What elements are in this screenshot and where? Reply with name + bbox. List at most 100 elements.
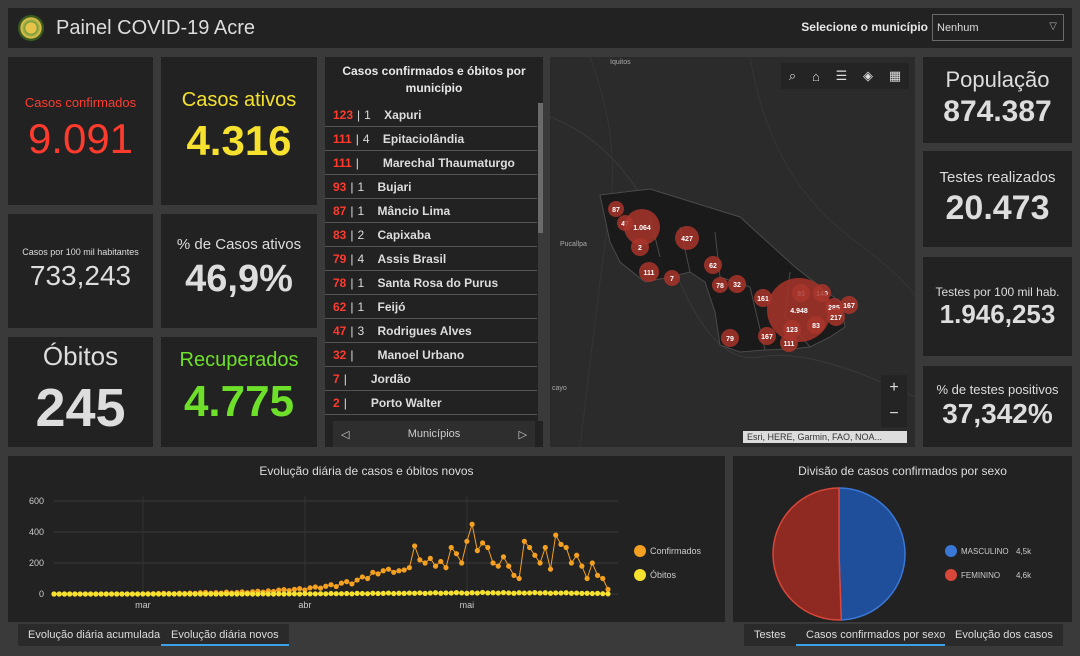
map-marker[interactable] [675,226,699,250]
data-point[interactable] [417,557,423,563]
data-point[interactable] [474,590,480,596]
data-point[interactable] [338,591,345,597]
data-point[interactable] [155,591,162,597]
data-point[interactable] [527,544,533,551]
data-point[interactable] [187,591,193,597]
data-point[interactable] [412,590,418,596]
data-point[interactable] [317,585,324,591]
data-point[interactable] [344,590,350,597]
data-point[interactable] [208,591,214,597]
data-point[interactable] [422,560,428,566]
data-point[interactable] [297,591,303,597]
list-scrollbar[interactable] [538,103,543,421]
data-point[interactable] [135,591,141,597]
data-point[interactable] [401,567,407,573]
data-point[interactable] [532,590,538,596]
data-point[interactable] [396,590,402,596]
map-marker[interactable] [754,289,772,307]
data-point[interactable] [270,591,277,597]
data-point[interactable] [166,591,172,597]
data-point[interactable] [438,590,444,596]
data-point[interactable] [464,590,470,596]
data-point[interactable] [459,560,465,566]
data-point[interactable] [359,574,365,580]
data-point[interactable] [443,565,449,571]
map-marker[interactable] [712,277,728,293]
data-point[interactable] [265,591,271,597]
data-point[interactable] [490,560,496,566]
data-point[interactable] [108,591,115,597]
pie-slice-feminino[interactable] [772,487,843,621]
data-point[interactable] [297,585,303,592]
municipio-row[interactable]: 47 | 3 Rodrigues Alves [325,319,537,343]
data-point[interactable] [338,580,345,586]
data-point[interactable] [349,581,355,587]
data-point[interactable] [542,544,548,551]
municipio-row[interactable]: 32 | Manoel Urbano [325,343,537,367]
data-point[interactable] [307,585,313,591]
data-point[interactable] [385,590,392,596]
data-point[interactable] [302,587,308,593]
map-marker[interactable] [664,270,680,286]
data-point[interactable] [495,590,501,596]
data-point[interactable] [474,548,480,554]
data-point[interactable] [192,591,198,597]
data-point[interactable] [250,591,256,597]
data-point[interactable] [558,541,564,547]
data-point[interactable] [605,586,611,592]
data-point[interactable] [291,591,298,597]
map-marker[interactable] [807,316,825,334]
data-point[interactable] [77,591,83,597]
data-point[interactable] [432,563,439,569]
data-point[interactable] [286,591,292,597]
municipio-row[interactable]: 2 | Porto Walter [325,391,537,415]
data-point[interactable] [521,590,527,596]
tab-evolucao-novos[interactable]: Evolução diária novos [161,624,289,646]
data-point[interactable] [182,591,188,597]
data-point[interactable] [485,544,491,551]
data-point[interactable] [417,590,423,596]
data-point[interactable] [406,565,412,571]
data-point[interactable] [302,591,308,597]
data-point[interactable] [171,591,177,597]
line-chart[interactable]: 0 200 400 600 mar abr mai Confirmados Óbitos [8,456,725,622]
map-marker[interactable] [840,296,858,314]
municipio-row[interactable]: 7 | Jordão [325,367,537,391]
data-point[interactable] [333,583,339,590]
data-point[interactable] [93,591,99,597]
data-point[interactable] [276,587,282,593]
data-point[interactable] [500,554,507,560]
map-view[interactable]: 87471.06424271117627832161931404.9482851… [550,57,915,447]
data-point[interactable] [281,591,287,597]
municipio-row[interactable]: 111 | 4 Epitaciolândia [325,127,537,151]
data-point[interactable] [218,591,224,597]
data-point[interactable] [344,579,350,585]
data-point[interactable] [72,591,78,597]
data-point[interactable] [412,543,418,549]
data-point[interactable] [307,591,313,597]
data-point[interactable] [323,583,329,589]
data-point[interactable] [453,590,460,596]
data-point[interactable] [202,591,209,597]
data-point[interactable] [323,591,329,597]
data-point[interactable] [516,590,522,596]
data-point[interactable] [234,591,240,597]
municipio-row[interactable]: 93 | 1 Bujari [325,175,537,199]
data-point[interactable] [239,591,245,597]
data-point[interactable] [276,591,282,597]
map-marker[interactable] [631,238,649,256]
data-point[interactable] [547,590,554,596]
tab-casos-por-sexo[interactable]: Casos confirmados por sexo [796,624,956,646]
data-point[interactable] [328,590,334,597]
data-point[interactable] [563,590,569,596]
data-point[interactable] [594,590,601,596]
list-scrollbar-thumb[interactable] [538,103,543,233]
data-point[interactable] [464,538,470,544]
data-point[interactable] [354,577,360,583]
data-point[interactable] [364,575,371,582]
data-point[interactable] [427,590,433,596]
data-point[interactable] [563,544,569,551]
pie-slice-masculino[interactable] [838,487,906,621]
chevron-right-icon[interactable]: ▷ [518,428,527,441]
data-point[interactable] [124,591,130,597]
